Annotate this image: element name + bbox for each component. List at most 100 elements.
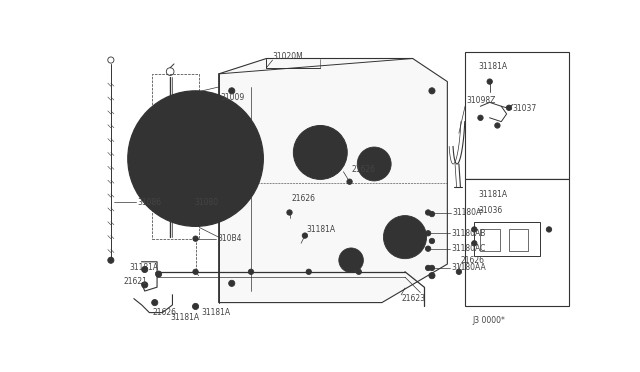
- Circle shape: [548, 228, 550, 231]
- Circle shape: [143, 283, 146, 286]
- Polygon shape: [219, 58, 447, 302]
- Text: 21621: 21621: [124, 277, 148, 286]
- Circle shape: [250, 270, 252, 273]
- Text: J3 0000*: J3 0000*: [473, 316, 506, 325]
- Circle shape: [426, 265, 431, 271]
- Circle shape: [193, 109, 198, 115]
- Bar: [465, 52, 569, 179]
- Circle shape: [109, 259, 112, 262]
- Circle shape: [429, 211, 435, 217]
- Circle shape: [431, 89, 433, 92]
- Text: 310B4: 310B4: [218, 234, 243, 243]
- Circle shape: [195, 237, 196, 240]
- Circle shape: [128, 91, 263, 226]
- Circle shape: [193, 269, 198, 275]
- Text: 31181A: 31181A: [478, 62, 508, 71]
- Text: 31080: 31080: [195, 198, 219, 207]
- Circle shape: [429, 88, 435, 94]
- Circle shape: [472, 227, 477, 232]
- Text: 21626: 21626: [152, 308, 177, 317]
- Circle shape: [302, 233, 308, 238]
- Circle shape: [429, 238, 435, 244]
- Circle shape: [288, 211, 291, 214]
- Text: 21626: 21626: [291, 194, 315, 203]
- Bar: [481, 230, 500, 251]
- Circle shape: [508, 106, 510, 109]
- Text: 31181A: 31181A: [201, 308, 230, 317]
- Circle shape: [169, 167, 172, 169]
- Circle shape: [456, 269, 461, 275]
- Text: 31180A: 31180A: [452, 208, 482, 217]
- Circle shape: [479, 116, 482, 119]
- Circle shape: [473, 228, 476, 231]
- Circle shape: [339, 248, 364, 273]
- Circle shape: [228, 88, 235, 94]
- Text: 31009: 31009: [220, 93, 244, 102]
- Circle shape: [228, 280, 235, 286]
- Circle shape: [287, 210, 292, 215]
- Circle shape: [427, 211, 429, 214]
- Circle shape: [314, 146, 326, 158]
- Circle shape: [431, 213, 433, 215]
- Circle shape: [195, 270, 196, 273]
- Circle shape: [194, 111, 197, 114]
- Text: 21623: 21623: [401, 294, 425, 303]
- Circle shape: [184, 147, 207, 170]
- Circle shape: [345, 254, 357, 266]
- Circle shape: [157, 273, 160, 276]
- Circle shape: [472, 241, 477, 246]
- Text: 21626: 21626: [351, 165, 375, 174]
- Circle shape: [230, 89, 233, 92]
- Text: 31020M: 31020M: [273, 52, 303, 61]
- Circle shape: [426, 231, 431, 236]
- Circle shape: [174, 137, 217, 180]
- Circle shape: [141, 282, 148, 288]
- Text: 31181A: 31181A: [478, 190, 508, 199]
- Circle shape: [393, 225, 417, 250]
- Circle shape: [458, 270, 460, 273]
- Circle shape: [488, 80, 491, 83]
- Text: 31181A: 31181A: [170, 314, 199, 323]
- Text: 31086: 31086: [137, 198, 161, 207]
- Circle shape: [190, 153, 201, 164]
- Circle shape: [478, 115, 483, 121]
- Circle shape: [427, 232, 429, 234]
- Text: 31180AA: 31180AA: [451, 263, 486, 272]
- Circle shape: [431, 267, 433, 269]
- Circle shape: [429, 273, 435, 279]
- Circle shape: [194, 305, 197, 308]
- Text: 31037: 31037: [513, 104, 537, 113]
- Circle shape: [431, 240, 433, 242]
- Circle shape: [506, 105, 511, 110]
- Circle shape: [156, 271, 162, 277]
- Bar: [509, 230, 528, 251]
- Text: 31181A: 31181A: [129, 263, 159, 272]
- Circle shape: [193, 236, 198, 241]
- Circle shape: [308, 270, 310, 273]
- Circle shape: [383, 216, 427, 259]
- Circle shape: [108, 257, 114, 263]
- Circle shape: [487, 79, 492, 84]
- Bar: [465, 179, 569, 307]
- Text: 31036: 31036: [478, 206, 502, 215]
- Circle shape: [431, 274, 433, 277]
- Circle shape: [495, 123, 500, 128]
- Text: 21626: 21626: [460, 256, 484, 265]
- Circle shape: [304, 234, 306, 237]
- Circle shape: [496, 124, 499, 127]
- Circle shape: [348, 180, 351, 183]
- Circle shape: [429, 265, 435, 271]
- Circle shape: [347, 179, 352, 185]
- Bar: [474, 222, 540, 256]
- Bar: [152, 74, 198, 240]
- Text: 31098Z: 31098Z: [467, 96, 496, 105]
- Circle shape: [293, 125, 348, 179]
- Circle shape: [306, 269, 312, 275]
- Circle shape: [154, 301, 156, 304]
- Circle shape: [248, 269, 253, 275]
- Circle shape: [427, 267, 429, 269]
- Circle shape: [547, 227, 552, 232]
- Text: 31180AB: 31180AB: [451, 229, 486, 238]
- Text: 31180AC: 31180AC: [451, 244, 486, 253]
- Circle shape: [143, 268, 146, 271]
